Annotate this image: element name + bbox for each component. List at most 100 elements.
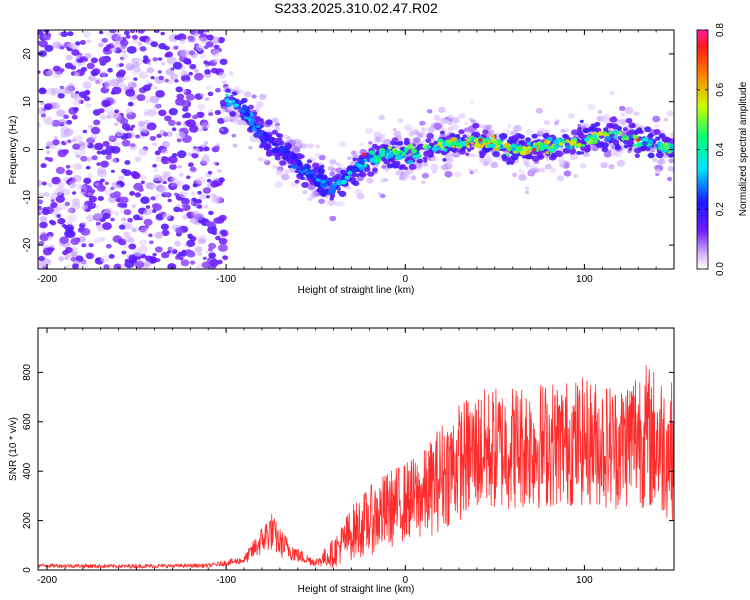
spectrogram-point (302, 190, 308, 195)
spectrogram-point (39, 216, 48, 223)
spectrogram-point (133, 66, 142, 73)
spectrogram-point (437, 141, 443, 146)
spectrogram-point (412, 137, 421, 144)
spectrogram-point (124, 258, 130, 263)
spectrogram-point (194, 246, 203, 253)
spectrogram-point (526, 153, 534, 160)
spectrogram-point (118, 238, 127, 246)
spectrogram-point (65, 224, 74, 232)
spectrogram-point (155, 232, 163, 239)
spectrogram-point (408, 132, 414, 137)
snr-ylabel: SNR (10 * v/v) (8, 417, 19, 481)
spectrogram-point (58, 118, 67, 126)
spectrogram-point (137, 30, 145, 34)
spectrogram-point (59, 236, 69, 244)
spectrogram-point (65, 54, 73, 61)
spectrogram-point (344, 175, 350, 180)
spectrogram-point (470, 146, 475, 150)
spectrogram-point (652, 115, 661, 123)
spectrogram-point (53, 136, 58, 140)
spectrogram-point (421, 180, 426, 184)
spectrogram-point (581, 144, 586, 147)
spectrogram-point (180, 251, 187, 257)
y-tick-label: 200 (22, 512, 33, 529)
spectrogram-point (273, 137, 282, 144)
spectrogram-point (85, 165, 91, 170)
spectrogram-point (384, 148, 390, 154)
spectrogram-point (86, 62, 95, 70)
spectrogram-point (587, 103, 596, 111)
spectrogram-point (57, 217, 66, 225)
spectrogram-point (250, 117, 255, 122)
spectrogram-point (178, 172, 184, 177)
spectrogram-point (134, 156, 142, 162)
x-tick-label: -200 (37, 274, 57, 285)
y-tick-label: 800 (22, 364, 33, 381)
spectrogram-point (152, 163, 158, 168)
spectrogram-point (268, 140, 273, 144)
spectrogram-point (113, 140, 122, 147)
spectrogram-point (416, 159, 421, 163)
spectrogram-point (296, 175, 302, 179)
spectrogram-point (171, 153, 178, 158)
spectrogram-point (563, 134, 569, 139)
spectrogram-point (40, 163, 47, 169)
spectrogram-point (171, 249, 178, 255)
spectrogram-point (552, 145, 558, 149)
spectrogram-point (422, 156, 428, 161)
spectrogram-point (366, 159, 371, 163)
spectrogram-point (158, 210, 163, 214)
spectrogram-point (392, 128, 397, 132)
spectrogram-point (42, 247, 53, 256)
spectrogram-point (336, 179, 343, 186)
spectrogram-points (38, 30, 674, 269)
spectrogram-point (232, 91, 238, 96)
spectrogram-point (309, 184, 315, 189)
spectrogram-point (399, 147, 404, 151)
spectrogram-point (544, 163, 552, 170)
spectrogram-point (97, 169, 107, 178)
spectrogram-point (221, 231, 227, 237)
spectrogram-point (63, 128, 74, 137)
spectrogram-point (315, 153, 321, 158)
spectrogram-point (143, 112, 149, 116)
spectrogram-point (38, 256, 45, 262)
spectrogram-point (338, 190, 347, 197)
spectrogram-point (69, 180, 76, 186)
spectrogram-point (338, 141, 347, 148)
spectrogram-point (469, 100, 475, 105)
spectrogram-point (604, 136, 611, 142)
spectrogram-point (559, 142, 564, 146)
figure-title: S233.2025.310.02.47.R02 (274, 0, 438, 16)
spectrogram-point (256, 129, 262, 133)
spectrogram-point (260, 135, 266, 140)
spectrogram-point (90, 57, 98, 64)
spectrogram-point (519, 140, 526, 145)
spectrogram-point (423, 159, 428, 163)
spectrogram-point (79, 260, 89, 269)
spectrogram-point (160, 223, 169, 231)
spectrogram-point (318, 154, 326, 161)
spectrogram-point (592, 134, 598, 139)
spectrogram-point (212, 58, 219, 63)
spectrogram-point (208, 247, 213, 252)
spectrogram-point (99, 30, 104, 35)
spectrogram-point (646, 138, 654, 145)
spectrogram-point (580, 151, 584, 155)
spectrogram-point (124, 160, 131, 165)
spectrogram-point (559, 163, 566, 169)
spectrogram-point (144, 120, 150, 125)
spectrogram-point (225, 88, 231, 93)
spectrogram-point (197, 252, 203, 256)
spectrogram-point (139, 214, 145, 219)
spectrogram-point (126, 46, 137, 54)
spectrogram-point (150, 76, 155, 80)
spectrogram-point (276, 147, 281, 151)
spectrogram-point (450, 146, 457, 153)
spectrogram-point (139, 239, 147, 246)
spectrogram-point (522, 158, 530, 165)
spectrogram-point (188, 36, 197, 43)
spectrogram-point (168, 108, 178, 116)
spectrogram-point (102, 140, 110, 147)
spectrogram-point (190, 260, 196, 265)
